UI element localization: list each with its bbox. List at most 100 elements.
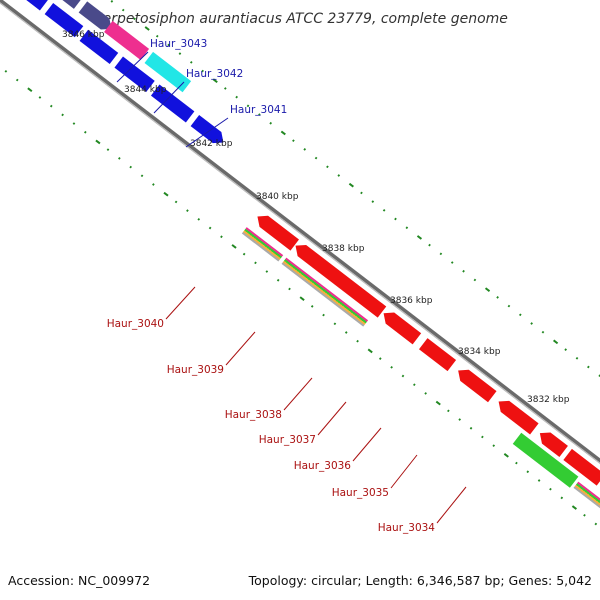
gene-haur-3036 [458,369,497,403]
genome-summary: Topology: circular; Length: 6,346,587 bp… [248,573,592,588]
minor-tick [518,313,522,317]
minor-tick [507,304,511,308]
minor-tick [269,121,273,125]
tick-label: 3844 kbp [124,85,167,95]
gene-labels: Haur_3043 Haur_3042 Haur_3041 Haur_3040 Haur… [107,38,467,534]
minor-tick [560,496,564,500]
major-tick [95,139,101,145]
minor-tick [106,148,110,152]
label-leader-line [185,117,229,148]
major-tick [163,191,169,197]
minor-tick [121,8,125,12]
label-leader-line [283,377,313,411]
minor-tick [462,269,465,273]
minor-tick [235,95,238,99]
minor-tick [583,513,586,517]
minor-tick [412,383,416,387]
genome-backbone [0,0,600,520]
gene-label: Haur_3042 [186,68,243,80]
minor-tick [564,348,567,351]
tick-label: 3832 kbp [527,395,570,405]
minor-tick [360,191,363,195]
gene-feature [114,56,155,93]
major-tick [212,78,218,84]
minor-tick [254,261,257,265]
major-tick [280,130,286,136]
minor-tick [276,278,280,282]
minor-tick [152,183,155,186]
label-leader-line [317,401,347,436]
minor-tick [38,96,42,99]
minor-tick [333,322,337,326]
gene-feature [44,2,84,38]
minor-tick [72,122,76,125]
minor-tick [49,104,53,108]
minor-tick [537,479,541,482]
minor-tick [15,78,19,82]
minor-tick [220,235,223,239]
minor-tick [110,0,114,3]
minor-tick [118,157,121,160]
minor-tick [515,461,518,465]
label-leader-line [153,81,185,114]
minor-tick [594,522,598,526]
minor-tick [155,34,159,38]
gene-haur-3043 [104,20,150,60]
gene-label: Haur_3038 [225,409,282,421]
minor-tick [356,339,359,343]
gene-label: Haur_3035 [332,487,389,499]
minor-tick [186,209,189,212]
minor-tick [129,165,133,169]
minor-tick [4,69,8,73]
tick-label: 3840 kbp [256,192,299,202]
minor-tick [526,470,530,474]
minor-tick [265,270,269,273]
gene-stripe-feature [281,257,369,327]
minor-tick [382,208,386,212]
major-tick [299,296,305,301]
minor-tick [371,200,375,203]
outer-tick-track [110,0,600,378]
minor-tick [473,278,477,282]
tick-labels: 3846 kbp 3844 kbp 3842 kbp 3840 kbp 3838 kbp… [62,30,570,405]
major-tick [367,348,373,354]
minor-tick [458,418,462,421]
accession-label: Accession: NC_009972 [8,573,150,588]
minor-tick [394,217,397,221]
major-tick [416,235,423,240]
minor-tick [208,226,212,230]
gene-feature [79,29,119,65]
map-title: Herpetosiphon aurantiacus ATCC 23779, co… [92,11,508,27]
label-leader-line [436,486,467,524]
gene-haur-3042 [144,51,192,93]
minor-tick [223,87,227,90]
gene-haur-3041 [190,114,224,144]
major-tick [144,26,150,31]
minor-tick [378,357,382,360]
gene-label: Haur_3040 [107,318,164,330]
minor-tick [428,243,431,247]
minor-tick [447,409,450,413]
major-tick [348,182,354,188]
minor-tick [322,313,325,317]
gene-haur-3037 [418,338,457,372]
major-tick [503,453,509,458]
minor-tick [337,174,341,177]
minor-tick [439,252,443,256]
minor-tick [575,356,579,360]
minor-tick [140,174,144,178]
minor-tick [83,130,87,134]
gene-label: Haur_3034 [378,522,436,534]
minor-tick [292,139,295,143]
label-leader-line [352,427,382,462]
gene-feature [150,84,195,123]
minor-tick [549,487,552,491]
minor-tick [541,330,545,334]
gene-label: Haur_3041 [230,104,287,116]
gene-label: Haur_3037 [259,434,316,446]
gene-haur-3039 [295,244,387,318]
minor-tick [424,392,427,395]
minor-tick [178,52,182,55]
gene-feature [3,0,49,11]
gene-green-feature [512,432,579,488]
